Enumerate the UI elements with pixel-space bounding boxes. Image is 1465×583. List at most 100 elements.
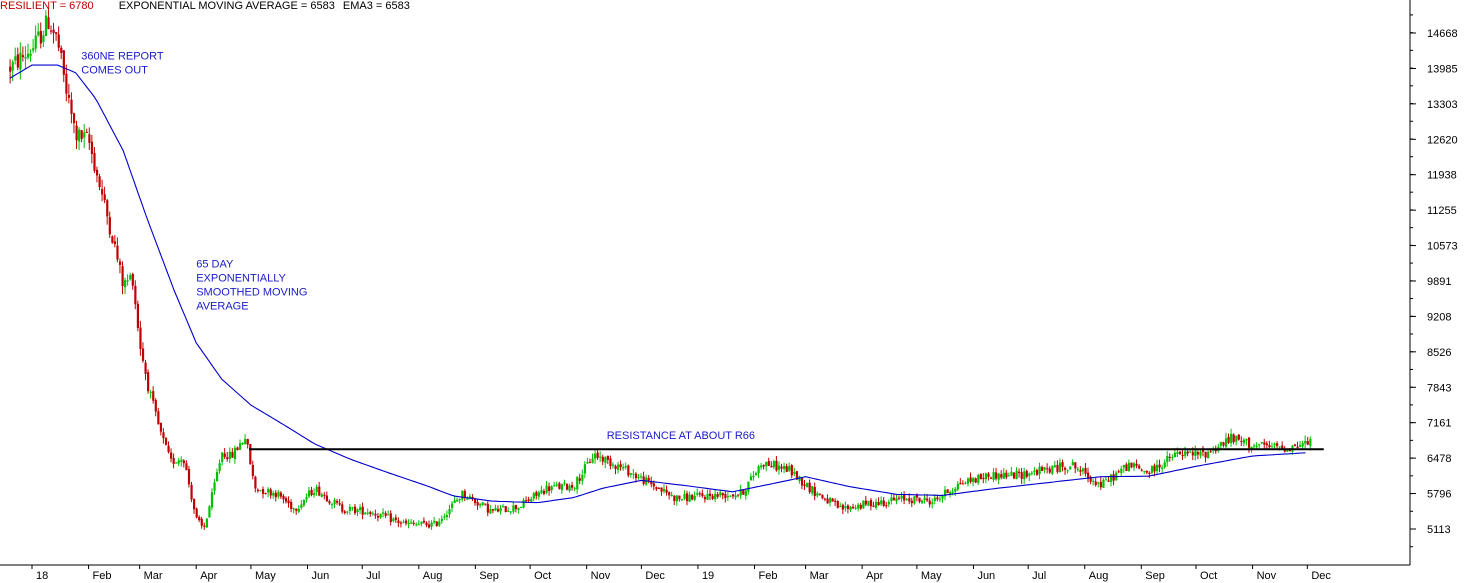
candle	[72, 112, 76, 134]
candle	[111, 235, 114, 244]
candle	[1071, 459, 1074, 466]
candle	[977, 473, 980, 486]
candle	[108, 211, 111, 239]
candle	[629, 472, 633, 478]
y-axis-ticks: 14668 13985 13303 12620 11938 11255 10573 9891 9…	[1410, 14, 1458, 548]
candle	[284, 496, 288, 504]
candle	[1074, 462, 1077, 474]
candle	[724, 491, 727, 503]
candle	[1061, 459, 1064, 472]
candle	[1235, 435, 1238, 446]
candle	[1166, 451, 1169, 467]
candle	[887, 499, 890, 508]
candle	[295, 508, 298, 515]
annotations-layer: 360NE REPORT COMES OUT 65 DAY EXPONENTIALLY…	[81, 50, 755, 441]
candle	[798, 475, 801, 484]
candle	[752, 471, 755, 481]
ema-line	[9, 64, 1306, 504]
candle	[777, 461, 781, 475]
candle	[1010, 466, 1013, 477]
candle	[297, 505, 300, 514]
candle	[310, 486, 313, 497]
candle	[900, 491, 903, 503]
candle	[323, 492, 326, 500]
candle	[443, 513, 446, 520]
y-tick-label: 8526	[1427, 347, 1451, 359]
candle	[244, 434, 247, 445]
candle	[655, 486, 658, 492]
candle	[504, 506, 507, 513]
candle	[261, 486, 265, 499]
candle	[928, 497, 931, 508]
candle	[1306, 436, 1309, 446]
x-tick-label: 18	[36, 570, 48, 582]
candle	[1012, 472, 1016, 480]
candle	[729, 495, 732, 498]
candle	[846, 504, 850, 514]
candle	[596, 450, 599, 460]
candle	[1276, 441, 1279, 450]
candle	[770, 461, 773, 468]
candle	[126, 274, 129, 286]
candle	[1219, 441, 1223, 450]
y-tick-label: 7843	[1427, 382, 1451, 394]
ema3-value-label: EMA3 = 6583	[343, 0, 410, 12]
candle	[315, 484, 318, 496]
candle	[75, 120, 78, 149]
candle	[364, 511, 367, 515]
candle	[760, 462, 763, 470]
candle	[1186, 450, 1189, 457]
candle	[1048, 466, 1051, 474]
candle	[775, 455, 778, 472]
candle	[1102, 478, 1105, 489]
candle	[226, 451, 229, 462]
candle	[959, 478, 962, 485]
candle	[844, 501, 847, 512]
candle	[826, 494, 829, 504]
x-tick-label: Jul	[1032, 570, 1046, 582]
candle	[1018, 468, 1021, 478]
candle	[1051, 465, 1054, 476]
candle	[721, 492, 724, 500]
candle	[1301, 440, 1304, 449]
candle	[177, 457, 180, 467]
candle	[594, 449, 597, 464]
y-tick-label: 5796	[1427, 489, 1451, 501]
candle	[85, 128, 88, 133]
candle	[961, 480, 965, 485]
candle	[101, 179, 104, 202]
x-tick-label: Apr	[866, 570, 883, 582]
candle	[1296, 441, 1299, 449]
candle	[1135, 459, 1138, 469]
candle	[785, 463, 788, 473]
candle	[453, 496, 456, 504]
candle	[246, 438, 249, 449]
candle	[1020, 468, 1023, 484]
candle	[458, 498, 461, 504]
x-tick-label: Feb	[759, 570, 778, 582]
candle	[576, 475, 579, 494]
candle	[428, 520, 431, 529]
candle	[379, 513, 382, 519]
candle	[267, 487, 270, 498]
candle	[47, 9, 50, 30]
candle	[640, 473, 643, 480]
candle	[152, 386, 155, 404]
candle	[877, 497, 880, 506]
candle	[841, 503, 845, 515]
candle	[892, 494, 896, 501]
candle	[369, 510, 372, 517]
candle	[992, 468, 995, 483]
candles-layer	[9, 9, 1312, 530]
candle	[560, 483, 564, 494]
candle	[435, 521, 438, 527]
candle	[627, 464, 630, 478]
candle	[351, 506, 354, 511]
candle	[509, 511, 512, 515]
candle	[366, 508, 369, 516]
candle	[1232, 433, 1235, 445]
candle	[208, 504, 211, 518]
candle	[1201, 445, 1205, 457]
candle	[136, 300, 140, 332]
candle	[149, 389, 152, 399]
